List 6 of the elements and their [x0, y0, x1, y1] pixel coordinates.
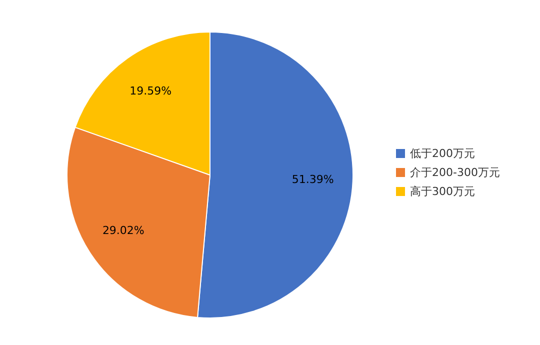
- legend-label: 低于200万元: [410, 146, 476, 161]
- legend-label: 高于300万元: [410, 184, 476, 199]
- data-label: 19.59%: [130, 84, 172, 98]
- legend-label: 介于200-300万元: [410, 165, 500, 180]
- data-label: 29.02%: [102, 224, 144, 238]
- data-label: 51.39%: [292, 172, 334, 186]
